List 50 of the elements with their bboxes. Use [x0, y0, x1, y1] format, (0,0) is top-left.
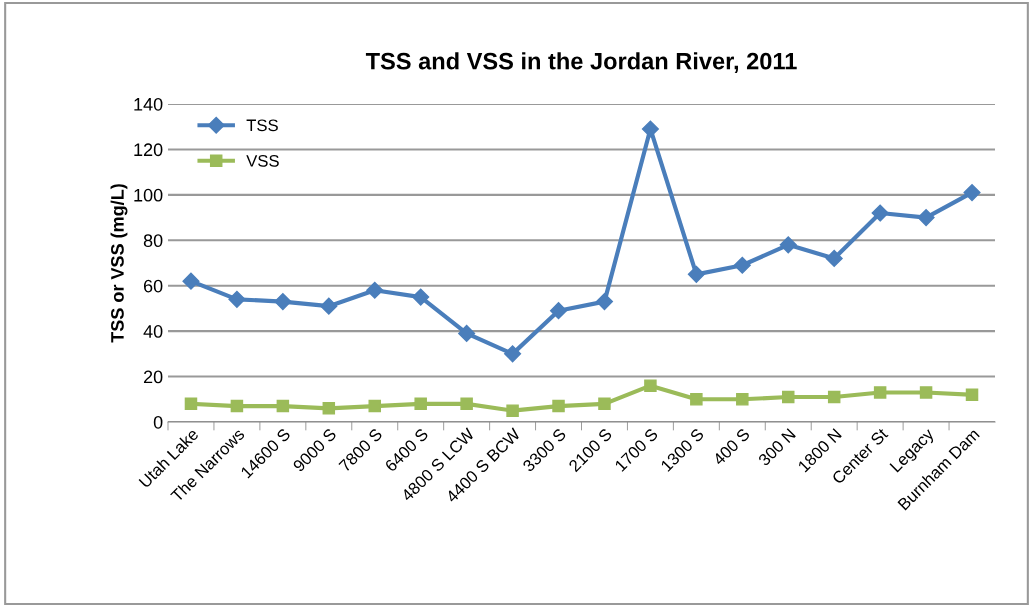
point	[825, 249, 843, 268]
point	[917, 209, 935, 227]
point	[274, 293, 292, 311]
point	[552, 399, 565, 413]
point	[458, 324, 476, 342]
y-tick-label: 20	[143, 370, 163, 384]
point	[412, 288, 430, 306]
point	[779, 236, 797, 254]
y-axis-title: TSS or VSS (mg/L)	[110, 184, 128, 343]
point	[230, 399, 244, 413]
point	[228, 290, 246, 308]
point	[641, 120, 659, 138]
point	[549, 302, 568, 320]
point	[504, 345, 522, 363]
y-tick-label: 100	[134, 188, 163, 202]
point	[598, 397, 611, 411]
point	[963, 184, 981, 202]
y-tick-label: 0	[153, 415, 163, 429]
point	[644, 379, 657, 392]
point	[871, 204, 889, 222]
point	[414, 397, 427, 411]
point	[276, 399, 290, 413]
point	[320, 297, 338, 315]
y-tick-label: 40	[143, 325, 163, 338]
y-tick-label: 140	[134, 97, 163, 111]
point	[827, 390, 841, 404]
legend-label: VSS	[246, 154, 279, 167]
chart-title: TSS and VSS in the Jordan River, 2011	[365, 52, 797, 73]
y-tick-label: 120	[134, 143, 163, 157]
point	[366, 281, 384, 299]
x-tick-label: 400 S	[712, 427, 751, 467]
point	[184, 397, 198, 411]
point	[322, 402, 336, 415]
point	[506, 404, 519, 417]
point	[460, 397, 473, 411]
y-tick-label: 60	[143, 279, 163, 293]
point	[687, 265, 705, 283]
point	[733, 256, 751, 274]
point	[690, 393, 703, 406]
point	[873, 386, 887, 399]
point	[368, 399, 382, 413]
point	[965, 388, 979, 401]
point	[595, 293, 614, 311]
y-tick-label: 80	[143, 234, 163, 248]
x-tick-label: 300 N	[757, 428, 796, 467]
point	[182, 272, 200, 290]
point	[736, 393, 749, 406]
point	[781, 390, 795, 404]
legend-label: TSS	[246, 119, 278, 132]
point	[919, 386, 933, 399]
